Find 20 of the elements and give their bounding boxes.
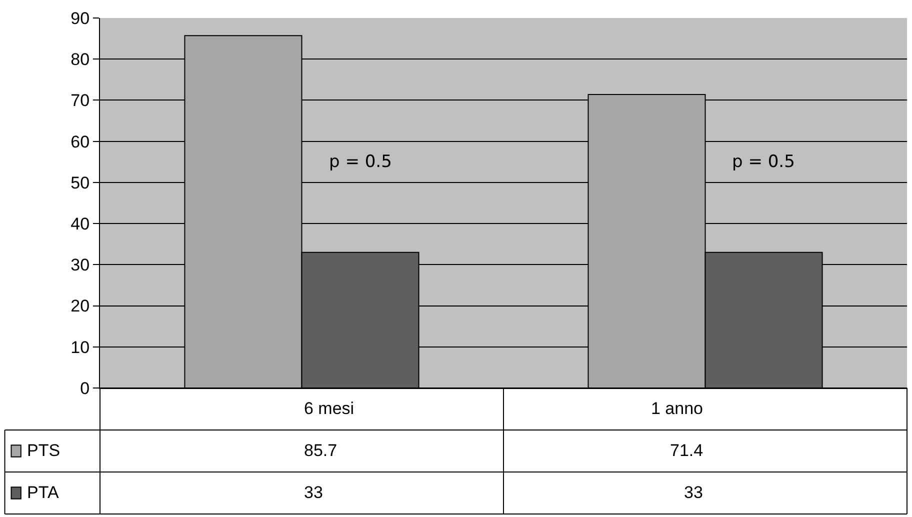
annotation: p = 0.5 bbox=[329, 152, 392, 172]
y-tick-label: 0 bbox=[80, 378, 90, 398]
data-label: 71.4 bbox=[670, 441, 704, 460]
x-tick-label: 1 anno bbox=[651, 399, 703, 418]
legend-label: PTS bbox=[27, 441, 60, 460]
y-tick-label: 80 bbox=[70, 50, 90, 70]
legend-label: PTA bbox=[27, 483, 60, 502]
y-tick-label: 40 bbox=[70, 214, 90, 234]
y-tick-label: 60 bbox=[70, 132, 90, 152]
annotation: p = 0.5 bbox=[732, 152, 795, 172]
y-tick-label: 70 bbox=[70, 91, 90, 110]
data-label: 33 bbox=[304, 483, 323, 502]
data-label: 33 bbox=[684, 483, 703, 502]
y-tick-label: 20 bbox=[70, 296, 90, 316]
y-tick-label: 90 bbox=[70, 8, 90, 28]
y-tick-label: 10 bbox=[70, 338, 90, 357]
x-tick-label: 6 mesi bbox=[304, 399, 354, 418]
y-tick-label: 30 bbox=[70, 256, 90, 275]
data-label: 85.7 bbox=[304, 441, 338, 460]
y-tick-label: 50 bbox=[70, 173, 90, 192]
